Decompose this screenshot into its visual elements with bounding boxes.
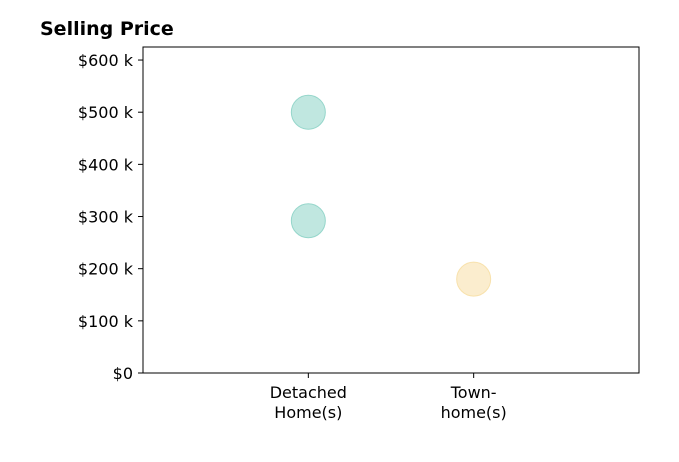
y-tick-label: $600 k — [78, 51, 134, 70]
chart-title: Selling Price — [40, 18, 174, 40]
y-tick-label: $400 k — [78, 155, 134, 174]
y-tick-label: $0 — [113, 364, 133, 383]
data-point — [456, 261, 492, 297]
y-tick-label: $200 k — [78, 260, 134, 279]
data-point — [290, 203, 326, 239]
y-axis: $0 $100 k $200 k $300 k $400 k $500 k $600 k — [78, 51, 143, 383]
plot-area-frame — [142, 46, 640, 374]
x-tick-label: Town-home(s) — [441, 383, 507, 422]
x-tick-label-line: Home(s) — [274, 403, 342, 422]
data-point — [290, 94, 326, 130]
x-axis: Detached Home(s) Town-home(s) — [270, 373, 507, 422]
x-tick-label: Detached Home(s) — [270, 383, 347, 422]
y-tick-label: $100 k — [78, 312, 134, 331]
x-tick-label-line: home(s) — [441, 403, 507, 422]
x-tick-label-line: Detached — [270, 383, 347, 402]
y-tick-label: $300 k — [78, 208, 134, 227]
y-tick-label: $500 k — [78, 103, 134, 122]
data-points — [290, 94, 492, 297]
x-tick-label-line: Town- — [450, 383, 497, 402]
